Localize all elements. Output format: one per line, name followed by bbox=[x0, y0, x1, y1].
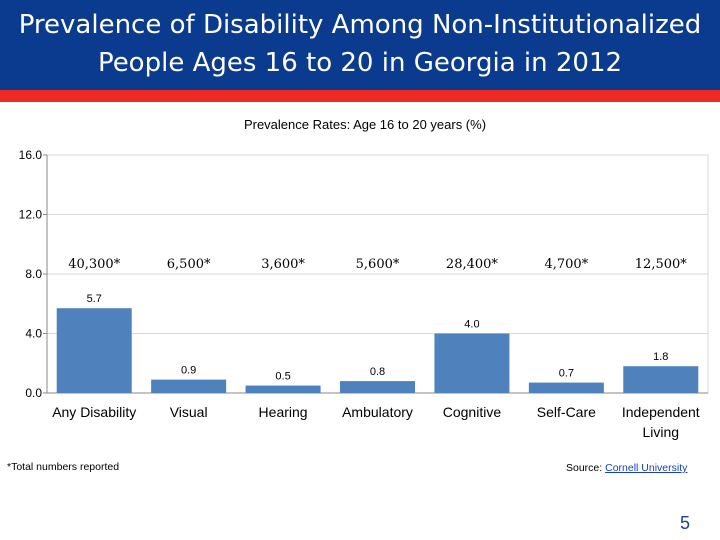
y-tick-label: 16.0 bbox=[19, 148, 43, 162]
data-label: 1.8 bbox=[653, 351, 668, 363]
total-label: 28,400* bbox=[446, 257, 498, 272]
x-tick-label: Living bbox=[642, 424, 679, 440]
bar-hearing bbox=[245, 385, 321, 393]
data-label: 0.7 bbox=[559, 368, 574, 380]
bar-any-disability bbox=[56, 308, 132, 393]
chart-title: Prevalence Rates: Age 16 to 20 years (%) bbox=[244, 117, 486, 132]
bar-chart: Prevalence Rates: Age 16 to 20 years (%)… bbox=[19, 117, 709, 440]
accent-divider bbox=[0, 90, 720, 102]
bar-ambulatory bbox=[340, 381, 415, 393]
title-line-2: People Ages 16 to 20 in Georgia in 2012 bbox=[97, 48, 623, 78]
total-label: 6,500* bbox=[167, 257, 211, 272]
data-label: 4.0 bbox=[464, 319, 479, 331]
x-tick-label: Visual bbox=[170, 404, 208, 420]
title-line-1: Prevalence of Disability Among Non-Insti… bbox=[18, 10, 702, 40]
title-banner bbox=[0, 0, 720, 90]
data-label: 0.8 bbox=[370, 366, 385, 378]
y-tick-label: 8.0 bbox=[25, 267, 42, 281]
x-tick-label: Any Disability bbox=[52, 404, 136, 420]
bar-self-care bbox=[528, 382, 604, 393]
slide-title: Prevalence of Disability Among Non-Insti… bbox=[0, 6, 720, 82]
y-tick-label: 12.0 bbox=[19, 208, 43, 222]
bar-independent-living bbox=[623, 366, 699, 393]
bar-cognitive bbox=[434, 333, 510, 393]
x-tick-label: Cognitive bbox=[443, 404, 502, 420]
total-label: 5,600* bbox=[356, 257, 400, 272]
page-number: 5 bbox=[680, 513, 691, 533]
data-label: 0.5 bbox=[275, 371, 290, 383]
x-tick-label: Independent bbox=[622, 404, 700, 420]
x-tick-label: Self-Care bbox=[537, 404, 596, 420]
total-label: 12,500* bbox=[635, 257, 687, 272]
data-label: 5.7 bbox=[87, 293, 102, 305]
y-tick-label: 4.0 bbox=[25, 327, 42, 341]
y-tick-label: 0.0 bbox=[25, 386, 42, 400]
footnote: *Total numbers reported bbox=[7, 461, 120, 473]
data-label: 0.9 bbox=[181, 365, 196, 377]
source-note: Source: Cornell University bbox=[566, 462, 687, 474]
x-tick-label: Hearing bbox=[259, 404, 308, 420]
total-label: 3,600* bbox=[261, 257, 305, 272]
x-tick-label: Ambulatory bbox=[342, 404, 413, 420]
source-link[interactable]: Cornell University bbox=[605, 462, 688, 474]
source-label: Source: bbox=[566, 462, 606, 474]
total-label: 4,700* bbox=[544, 257, 588, 272]
total-label: 40,300* bbox=[68, 257, 120, 272]
bar-visual bbox=[151, 379, 227, 393]
